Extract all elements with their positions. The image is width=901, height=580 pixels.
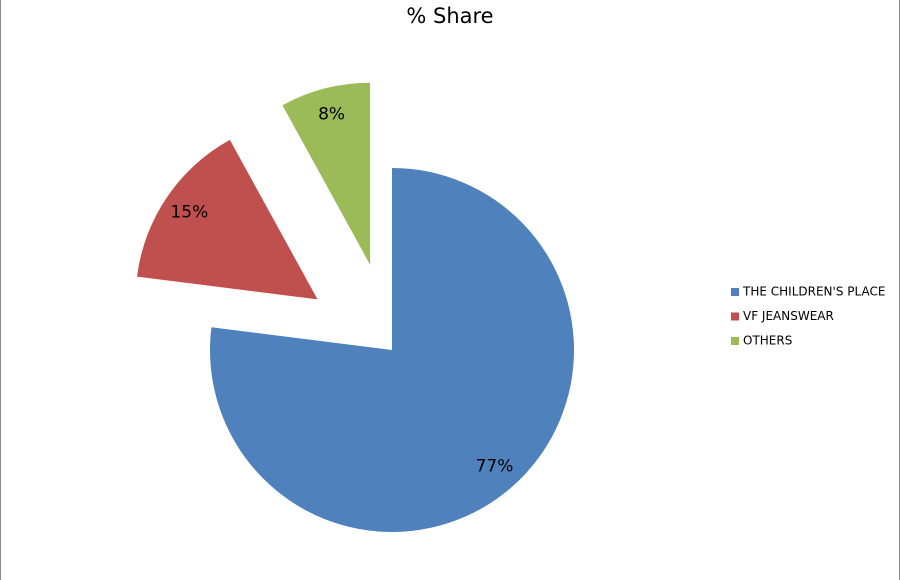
data-label: 15% bbox=[170, 202, 208, 222]
pie-slice bbox=[136, 139, 318, 300]
legend-label: OTHERS bbox=[743, 334, 792, 348]
legend-swatch bbox=[731, 288, 739, 296]
legend-swatch bbox=[731, 312, 739, 321]
chart-title: % Share bbox=[406, 4, 493, 28]
legend-label: THE CHILDREN'S PLACE bbox=[742, 285, 885, 299]
data-label: 77% bbox=[476, 456, 514, 476]
pie-slice bbox=[210, 168, 575, 532]
legend-label: VF JEANSWEAR bbox=[743, 309, 834, 323]
pie-slice bbox=[282, 82, 371, 265]
legend-swatch bbox=[731, 337, 739, 345]
data-label: 8% bbox=[318, 105, 345, 125]
